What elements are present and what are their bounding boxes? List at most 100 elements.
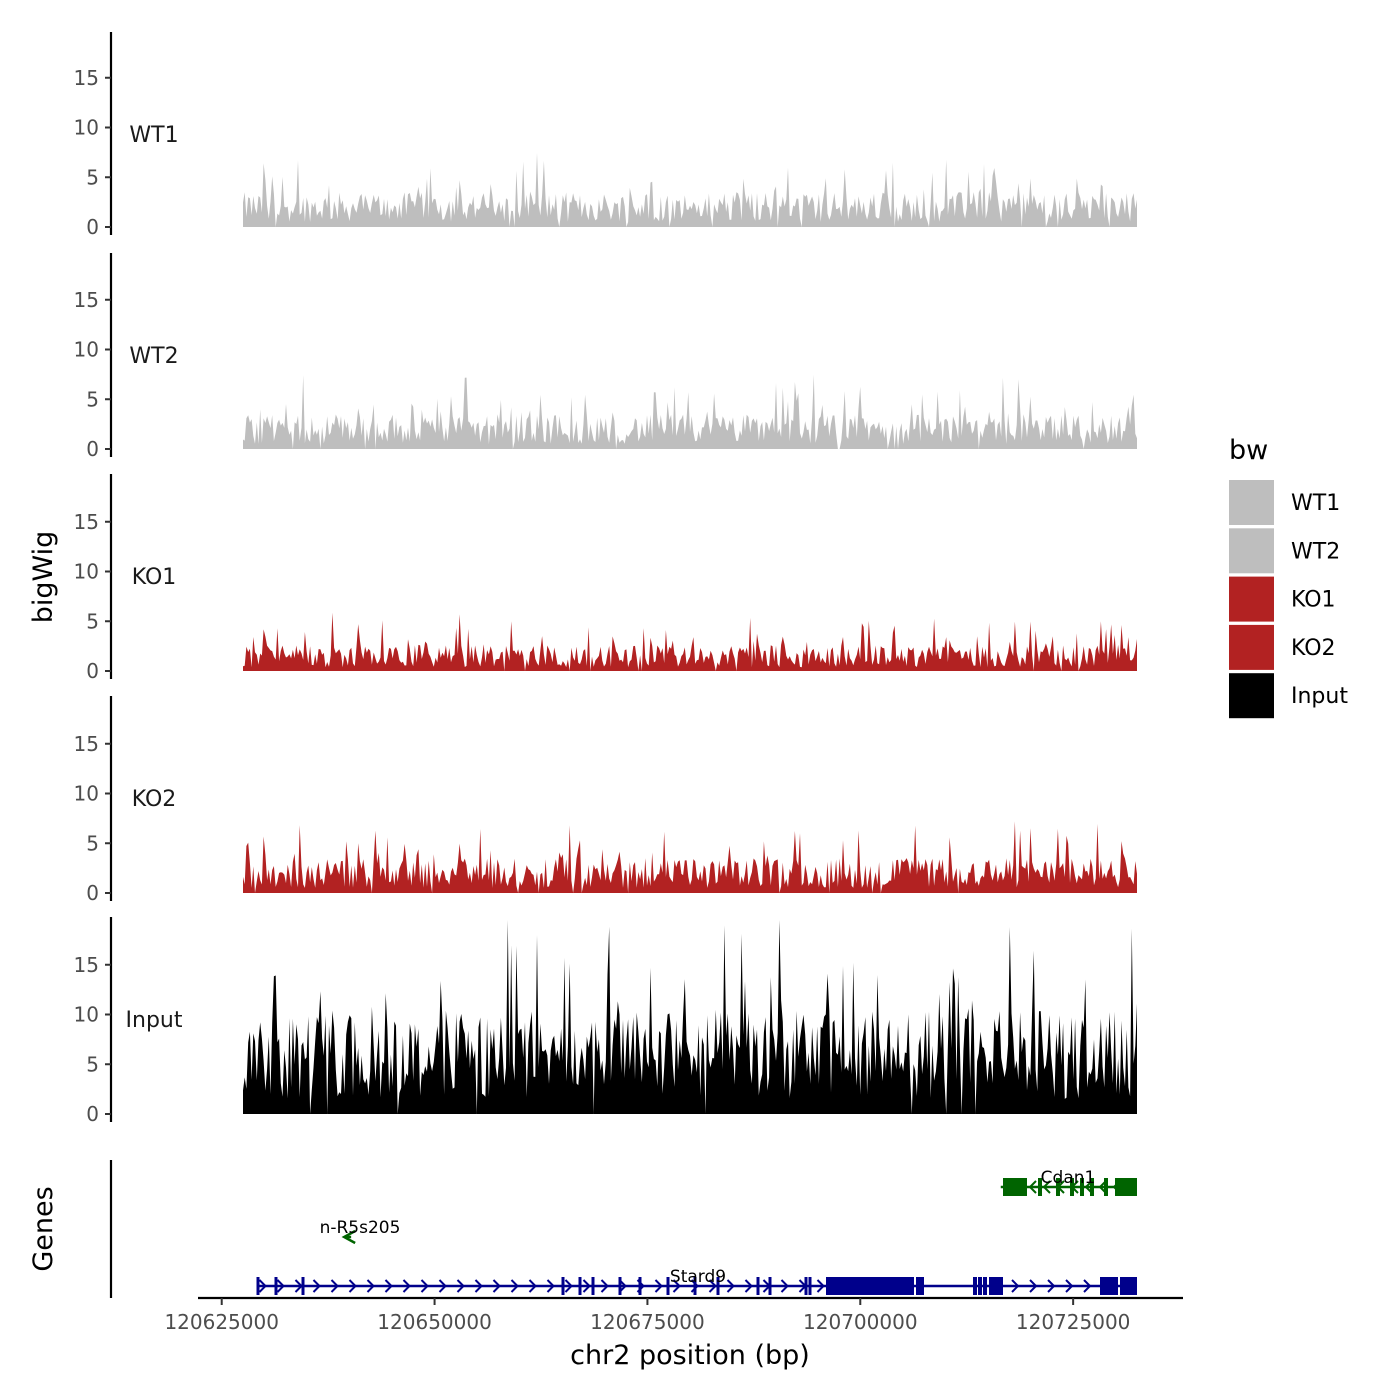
track-label-wt2: WT2 xyxy=(129,344,178,369)
y-tick-label: 5 xyxy=(86,831,99,855)
x-tick-label: 120725000 xyxy=(1016,1310,1131,1334)
exon xyxy=(1080,1178,1084,1196)
x-tick-label: 120625000 xyxy=(164,1310,279,1334)
strand-arrow xyxy=(1011,1279,1020,1293)
y-tick-label: 5 xyxy=(86,609,99,633)
strand-arrow xyxy=(582,1279,591,1293)
exon xyxy=(920,1277,924,1295)
exon xyxy=(638,1277,642,1295)
legend-key-wt1 xyxy=(1229,480,1274,525)
y-tick-label: 0 xyxy=(86,881,99,905)
exon xyxy=(1038,1178,1042,1196)
signal-area-wt1 xyxy=(243,152,1137,227)
gene-cdan1: Cdan1 xyxy=(1000,1168,1137,1196)
strand-arrow xyxy=(312,1279,321,1293)
y-tick-label: 5 xyxy=(86,387,99,411)
strand-arrow xyxy=(1028,1180,1037,1194)
legend-title: bw xyxy=(1229,435,1268,466)
track-panel-ko1: 0 5 10 15 KO1 xyxy=(74,474,1137,683)
legend-key-input xyxy=(1229,673,1274,719)
y-tick-label: 15 xyxy=(74,510,99,534)
legend-label-input: Input xyxy=(1291,684,1348,709)
strand-arrow xyxy=(672,1279,681,1293)
exon xyxy=(978,1277,982,1295)
exon-block xyxy=(826,1277,914,1295)
gene-label-n-r5s205: n-R5s205 xyxy=(320,1218,401,1238)
track-panel-wt2: 0 5 10 15 WT2 xyxy=(74,253,1137,461)
strand-arrow xyxy=(258,1279,267,1293)
legend-label-ko1: KO1 xyxy=(1291,588,1336,613)
strand-arrow xyxy=(1083,1279,1092,1293)
exon xyxy=(1090,1178,1094,1196)
x-tick-label: 120650000 xyxy=(377,1310,492,1334)
y-tick-label: 10 xyxy=(74,560,99,584)
track-label-ko2: KO2 xyxy=(132,787,177,812)
genes-axis-title: Genes xyxy=(28,1186,59,1271)
legend-key-wt2 xyxy=(1229,528,1274,574)
exon xyxy=(756,1277,760,1295)
track-panel-wt1: 0 5 10 15 WT1 xyxy=(74,32,1137,239)
y-tick-label: 0 xyxy=(86,659,99,683)
strand-arrow xyxy=(1084,1180,1093,1194)
exon xyxy=(301,1277,305,1295)
strand-arrow xyxy=(600,1279,609,1293)
strand-arrow xyxy=(1065,1279,1074,1293)
exon xyxy=(693,1277,697,1295)
gene-label-cdan1: Cdan1 xyxy=(1041,1168,1096,1188)
strand-arrow xyxy=(816,1279,825,1293)
y-tick-label: 10 xyxy=(74,782,99,806)
strand-arrow xyxy=(420,1279,429,1293)
exon xyxy=(274,1277,278,1295)
exon xyxy=(1104,1178,1108,1196)
y-tick-label: 0 xyxy=(86,437,99,461)
track-label-wt1: WT1 xyxy=(129,123,178,148)
track-panel-input: 0 5 10 15 Input xyxy=(74,917,1137,1126)
strand-arrow xyxy=(744,1279,753,1293)
exon-block xyxy=(1120,1277,1137,1295)
gene-n-r5s205: n-R5s205 xyxy=(320,1218,401,1245)
strand-arrow xyxy=(402,1279,411,1293)
exon-block xyxy=(989,1277,1003,1295)
y-tick-label: 15 xyxy=(74,732,99,756)
y-tick-label: 15 xyxy=(74,66,99,90)
gene-stard9: Stard9 xyxy=(256,1267,1137,1295)
exon xyxy=(768,1277,772,1295)
strand-arrow xyxy=(654,1279,663,1293)
signal-area-ko1 xyxy=(243,612,1137,671)
strand-arrow xyxy=(726,1279,735,1293)
strand-arrow xyxy=(474,1279,483,1293)
y-tick-label: 0 xyxy=(86,215,99,239)
signal-area-wt2 xyxy=(243,374,1137,449)
strand-arrow xyxy=(1070,1180,1079,1194)
strand-arrow xyxy=(1029,1279,1038,1293)
track-label-input: Input xyxy=(126,1008,183,1033)
strand-arrow xyxy=(564,1279,573,1293)
exon-block xyxy=(1003,1178,1027,1196)
exon xyxy=(716,1277,720,1295)
strand-arrow xyxy=(528,1279,537,1293)
legend-key-ko1 xyxy=(1229,576,1274,622)
exon-block xyxy=(1115,1178,1137,1196)
exon xyxy=(808,1277,812,1295)
track-label-ko1: KO1 xyxy=(132,565,177,590)
strand-arrow xyxy=(708,1279,717,1293)
strand-arrow xyxy=(1098,1180,1107,1194)
strand-arrow xyxy=(1047,1279,1056,1293)
strand-arrow xyxy=(384,1279,393,1293)
exon xyxy=(591,1277,595,1295)
exon xyxy=(973,1277,977,1295)
y-tick-label: 10 xyxy=(74,1003,99,1027)
strand-arrow xyxy=(276,1279,285,1293)
track-panel-ko2: 0 5 10 15 KO2 xyxy=(74,696,1137,905)
x-axis-title: chr2 position (bp) xyxy=(570,1340,810,1371)
strand-arrow xyxy=(492,1279,501,1293)
strand-arrow xyxy=(1042,1180,1051,1194)
legend-label-wt2: WT2 xyxy=(1291,539,1340,564)
x-tick-label: 120700000 xyxy=(803,1310,918,1334)
signal-area-ko2 xyxy=(243,821,1137,893)
legend-key-ko2 xyxy=(1229,624,1274,670)
exon xyxy=(256,1277,260,1295)
strand-arrow xyxy=(780,1279,789,1293)
x-tick-label: 120675000 xyxy=(590,1310,705,1334)
